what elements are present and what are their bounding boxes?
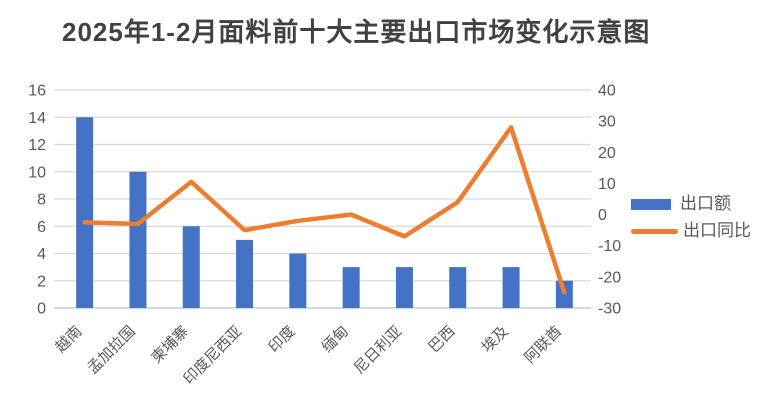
left-axis-tick-label: 4 (37, 246, 46, 263)
legend-label-export-value: 出口额 (680, 194, 731, 213)
bar-印度尼西亚 (236, 239, 254, 308)
left-axis-tick-label: 10 (28, 164, 46, 181)
left-axis-tick-label: 16 (28, 83, 46, 100)
left-axis-tick-label: 14 (28, 110, 46, 127)
right-axis-tick-label: -20 (598, 269, 621, 286)
bar-埃及 (502, 267, 520, 308)
x-axis-category-label: 埃及 (479, 323, 512, 356)
left-axis-tick-label: 0 (37, 301, 46, 318)
bar-series-swatch-icon (631, 198, 671, 210)
x-axis-category-label: 柬埔寨 (148, 322, 193, 367)
right-axis-tick-label: 10 (598, 176, 616, 193)
right-axis-tick-label: 0 (598, 207, 607, 224)
left-axis-tick-label: 12 (28, 137, 46, 154)
bar-柬埔寨 (182, 226, 200, 308)
chart-legend: 出口额 出口同比 (631, 194, 751, 240)
legend-item-yoy: 出口同比 (631, 221, 751, 240)
x-axis-category-label: 孟加拉国 (84, 323, 138, 377)
bar-尼日利亚 (395, 267, 413, 308)
bar-缅甸 (342, 267, 360, 308)
left-axis-tick-label: 2 (37, 273, 46, 290)
x-axis-category-label: 缅甸 (319, 323, 352, 356)
x-axis-category-label: 尼日利亚 (351, 323, 405, 377)
x-axis-category-label: 印度 (265, 323, 298, 356)
x-axis-category-label: 阿联酋 (521, 322, 566, 367)
bar-印度 (289, 253, 307, 308)
right-axis-tick-label: 20 (598, 145, 616, 162)
right-axis-tick-label: 30 (598, 114, 616, 131)
legend-item-export-value: 出口额 (631, 194, 751, 213)
bar-越南 (76, 117, 94, 308)
line-series (82, 125, 567, 295)
legend-label-yoy: 出口同比 (683, 221, 751, 240)
x-axis-category-label: 印度尼西亚 (180, 323, 245, 388)
left-axis-tick-label: 8 (37, 192, 46, 209)
chart-title: 2025年1-2月面料前十大主要出口市场变化示意图 (62, 17, 651, 47)
left-axis-tick-label: 6 (37, 219, 46, 236)
right-axis-tick-label: 40 (598, 83, 616, 100)
bar-孟加拉国 (129, 171, 147, 308)
line-series-swatch-icon (631, 228, 678, 234)
right-axis-tick-label: -30 (598, 301, 621, 318)
x-axis-category-label: 巴西 (425, 323, 458, 356)
right-axis-tick-label: -10 (598, 238, 621, 255)
x-axis-category-label: 越南 (52, 323, 85, 356)
bar-巴西 (449, 267, 467, 308)
